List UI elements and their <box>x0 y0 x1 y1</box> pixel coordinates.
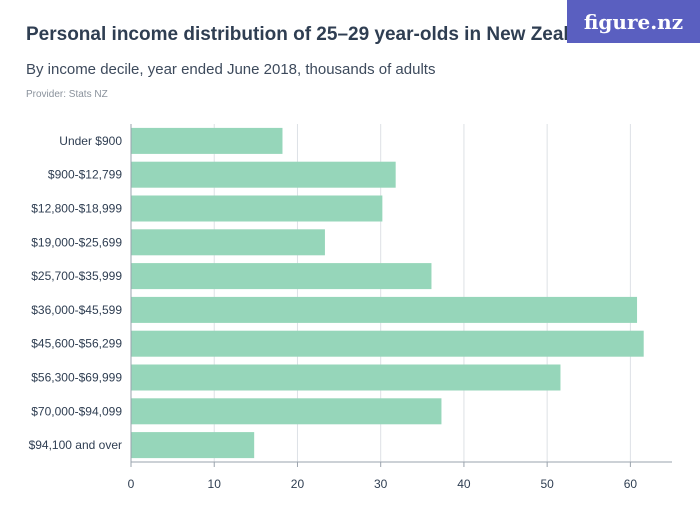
bar <box>131 432 255 459</box>
x-tick-label: 40 <box>457 477 471 491</box>
figure-nz-logo[interactable]: figure.nz <box>567 0 700 43</box>
x-tick-label: 50 <box>540 477 554 491</box>
category-label: $56,300-$69,999 <box>31 371 122 385</box>
x-tick-label: 30 <box>374 477 388 491</box>
x-tick-label: 60 <box>624 477 638 491</box>
category-label: $25,700-$35,999 <box>31 269 122 283</box>
bar <box>131 195 383 222</box>
bar <box>131 398 442 425</box>
category-label: $45,600-$56,299 <box>31 337 122 351</box>
bar <box>131 161 396 188</box>
category-label: $36,000-$45,599 <box>31 303 122 317</box>
x-tick-label: 0 <box>128 477 135 491</box>
bar <box>131 127 283 154</box>
bar <box>131 330 644 357</box>
category-label: $900-$12,799 <box>48 168 122 182</box>
category-label: Under $900 <box>59 134 122 148</box>
bar <box>131 229 325 256</box>
x-tick-label: 20 <box>291 477 305 491</box>
bar <box>131 263 432 290</box>
bar <box>131 296 638 323</box>
category-label: $94,100 and over <box>29 438 122 452</box>
category-labels: Under $900 $900-$12,799 $12,800-$18,999 $19… <box>29 134 123 452</box>
chart-title: Personal income distribution of 25–29 ye… <box>26 24 603 45</box>
chart-subtitle: By income decile, year ended June 2018, … <box>26 61 436 78</box>
bars <box>131 127 644 459</box>
x-axis: 0 10 20 30 40 50 60 <box>128 124 672 491</box>
category-label: $12,800-$18,999 <box>31 202 122 216</box>
x-tick-label: 10 <box>208 477 222 491</box>
category-label: $70,000-$94,099 <box>31 404 122 418</box>
provider-label: Provider: Stats NZ <box>26 89 108 100</box>
bar <box>131 364 561 391</box>
category-label: $19,000-$25,699 <box>31 235 122 249</box>
